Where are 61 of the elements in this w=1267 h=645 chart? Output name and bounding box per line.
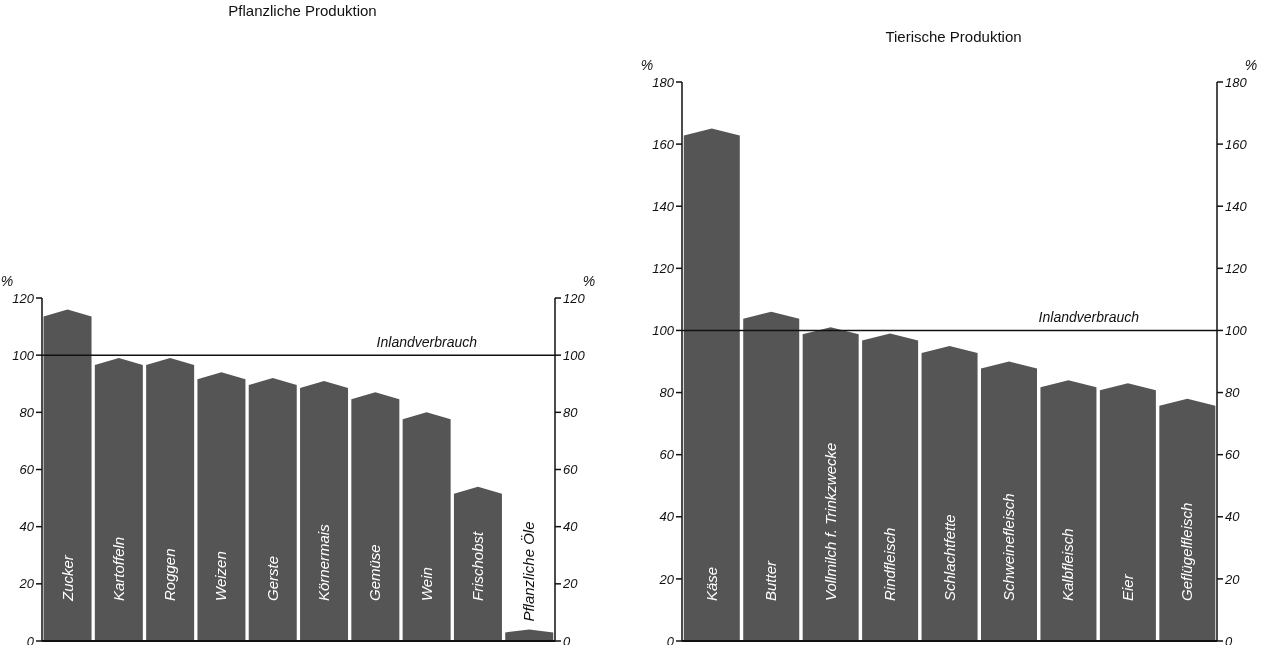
y2-tick-label: 120 [563, 290, 586, 306]
x-tick-label: Kalbfleisch [1059, 528, 1077, 601]
y-tick-label: 0 [666, 633, 675, 645]
y-tick-label: 80 [19, 404, 35, 420]
y2-axis-title: % [1244, 57, 1258, 73]
ref-line-label: Inlandverbrauch [376, 334, 478, 351]
y2-axis-title: % [582, 273, 596, 289]
y-tick-label: 60 [659, 447, 675, 463]
y-tick-label: 120 [652, 260, 675, 276]
y2-tick-label: 60 [563, 462, 579, 478]
ref-line-label: Inlandverbrauch [1038, 309, 1140, 326]
x-tick-label: Gemüse [366, 544, 384, 601]
x-tick-label: Weizen [212, 551, 230, 601]
x-tick-label: Gerste [263, 555, 281, 601]
x-tick-label: Pflanzliche Öle [520, 521, 538, 622]
y2-tick-label: 80 [563, 404, 579, 420]
y-tick-label: 180 [652, 74, 675, 90]
y2-tick-label: 20 [562, 576, 579, 592]
y-tick-label: 40 [19, 519, 35, 535]
x-tick-label: Kartoffeln [109, 536, 127, 601]
x-tick-label: Vollmilch f. Trinkzwecke [821, 442, 839, 601]
y-tick-label: 0 [26, 633, 35, 645]
y2-tick-label: 40 [1225, 509, 1241, 525]
y2-tick-label: 100 [1225, 323, 1248, 339]
x-tick-label: Geflügelfleisch [1178, 502, 1196, 601]
y-tick-label: 60 [19, 462, 35, 478]
y-tick-label: 140 [652, 198, 675, 214]
y2-tick-label: 0 [563, 633, 571, 645]
y-tick-label: 120 [12, 290, 35, 306]
x-tick-label: Rindfleisch [881, 527, 899, 601]
y-tick-label: 160 [652, 136, 675, 152]
x-tick-label: Zucker [58, 554, 76, 602]
x-tick-label: Käse [702, 566, 720, 601]
chart-title: Tierische Produktion [884, 28, 1023, 45]
x-tick-label: Körnermais [315, 523, 333, 601]
x-tick-label: Schlachtfette [940, 514, 958, 601]
y-tick-label: 100 [12, 347, 35, 363]
x-tick-label: Frischobst [468, 530, 486, 601]
y-axis-title: % [0, 273, 14, 289]
x-tick-label: Butter [762, 559, 780, 601]
y2-tick-label: 120 [1225, 260, 1248, 276]
y2-tick-label: 180 [1225, 74, 1248, 90]
y2-tick-label: 160 [1225, 136, 1248, 152]
y-tick-label: 40 [659, 509, 675, 525]
x-tick-label: Schweinefleisch [1000, 493, 1018, 601]
y-tick-label: 80 [659, 385, 675, 401]
y2-tick-label: 20 [1224, 571, 1241, 587]
y-tick-label: 20 [658, 571, 675, 587]
x-tick-label: Wein [417, 567, 435, 601]
x-tick-label: Roggen [161, 548, 179, 601]
y-axis-title: % [640, 57, 654, 73]
y2-tick-label: 0 [1225, 633, 1233, 645]
y2-tick-label: 140 [1225, 198, 1248, 214]
x-tick-label: Eier [1118, 573, 1136, 601]
y-tick-label: 100 [652, 323, 675, 339]
y2-tick-label: 40 [563, 519, 579, 535]
chart-title: Pflanzliche Produktion [227, 2, 378, 19]
y2-tick-label: 100 [563, 347, 586, 363]
y2-tick-label: 60 [1225, 447, 1241, 463]
y-tick-label: 20 [18, 576, 35, 592]
y2-tick-label: 80 [1225, 385, 1241, 401]
